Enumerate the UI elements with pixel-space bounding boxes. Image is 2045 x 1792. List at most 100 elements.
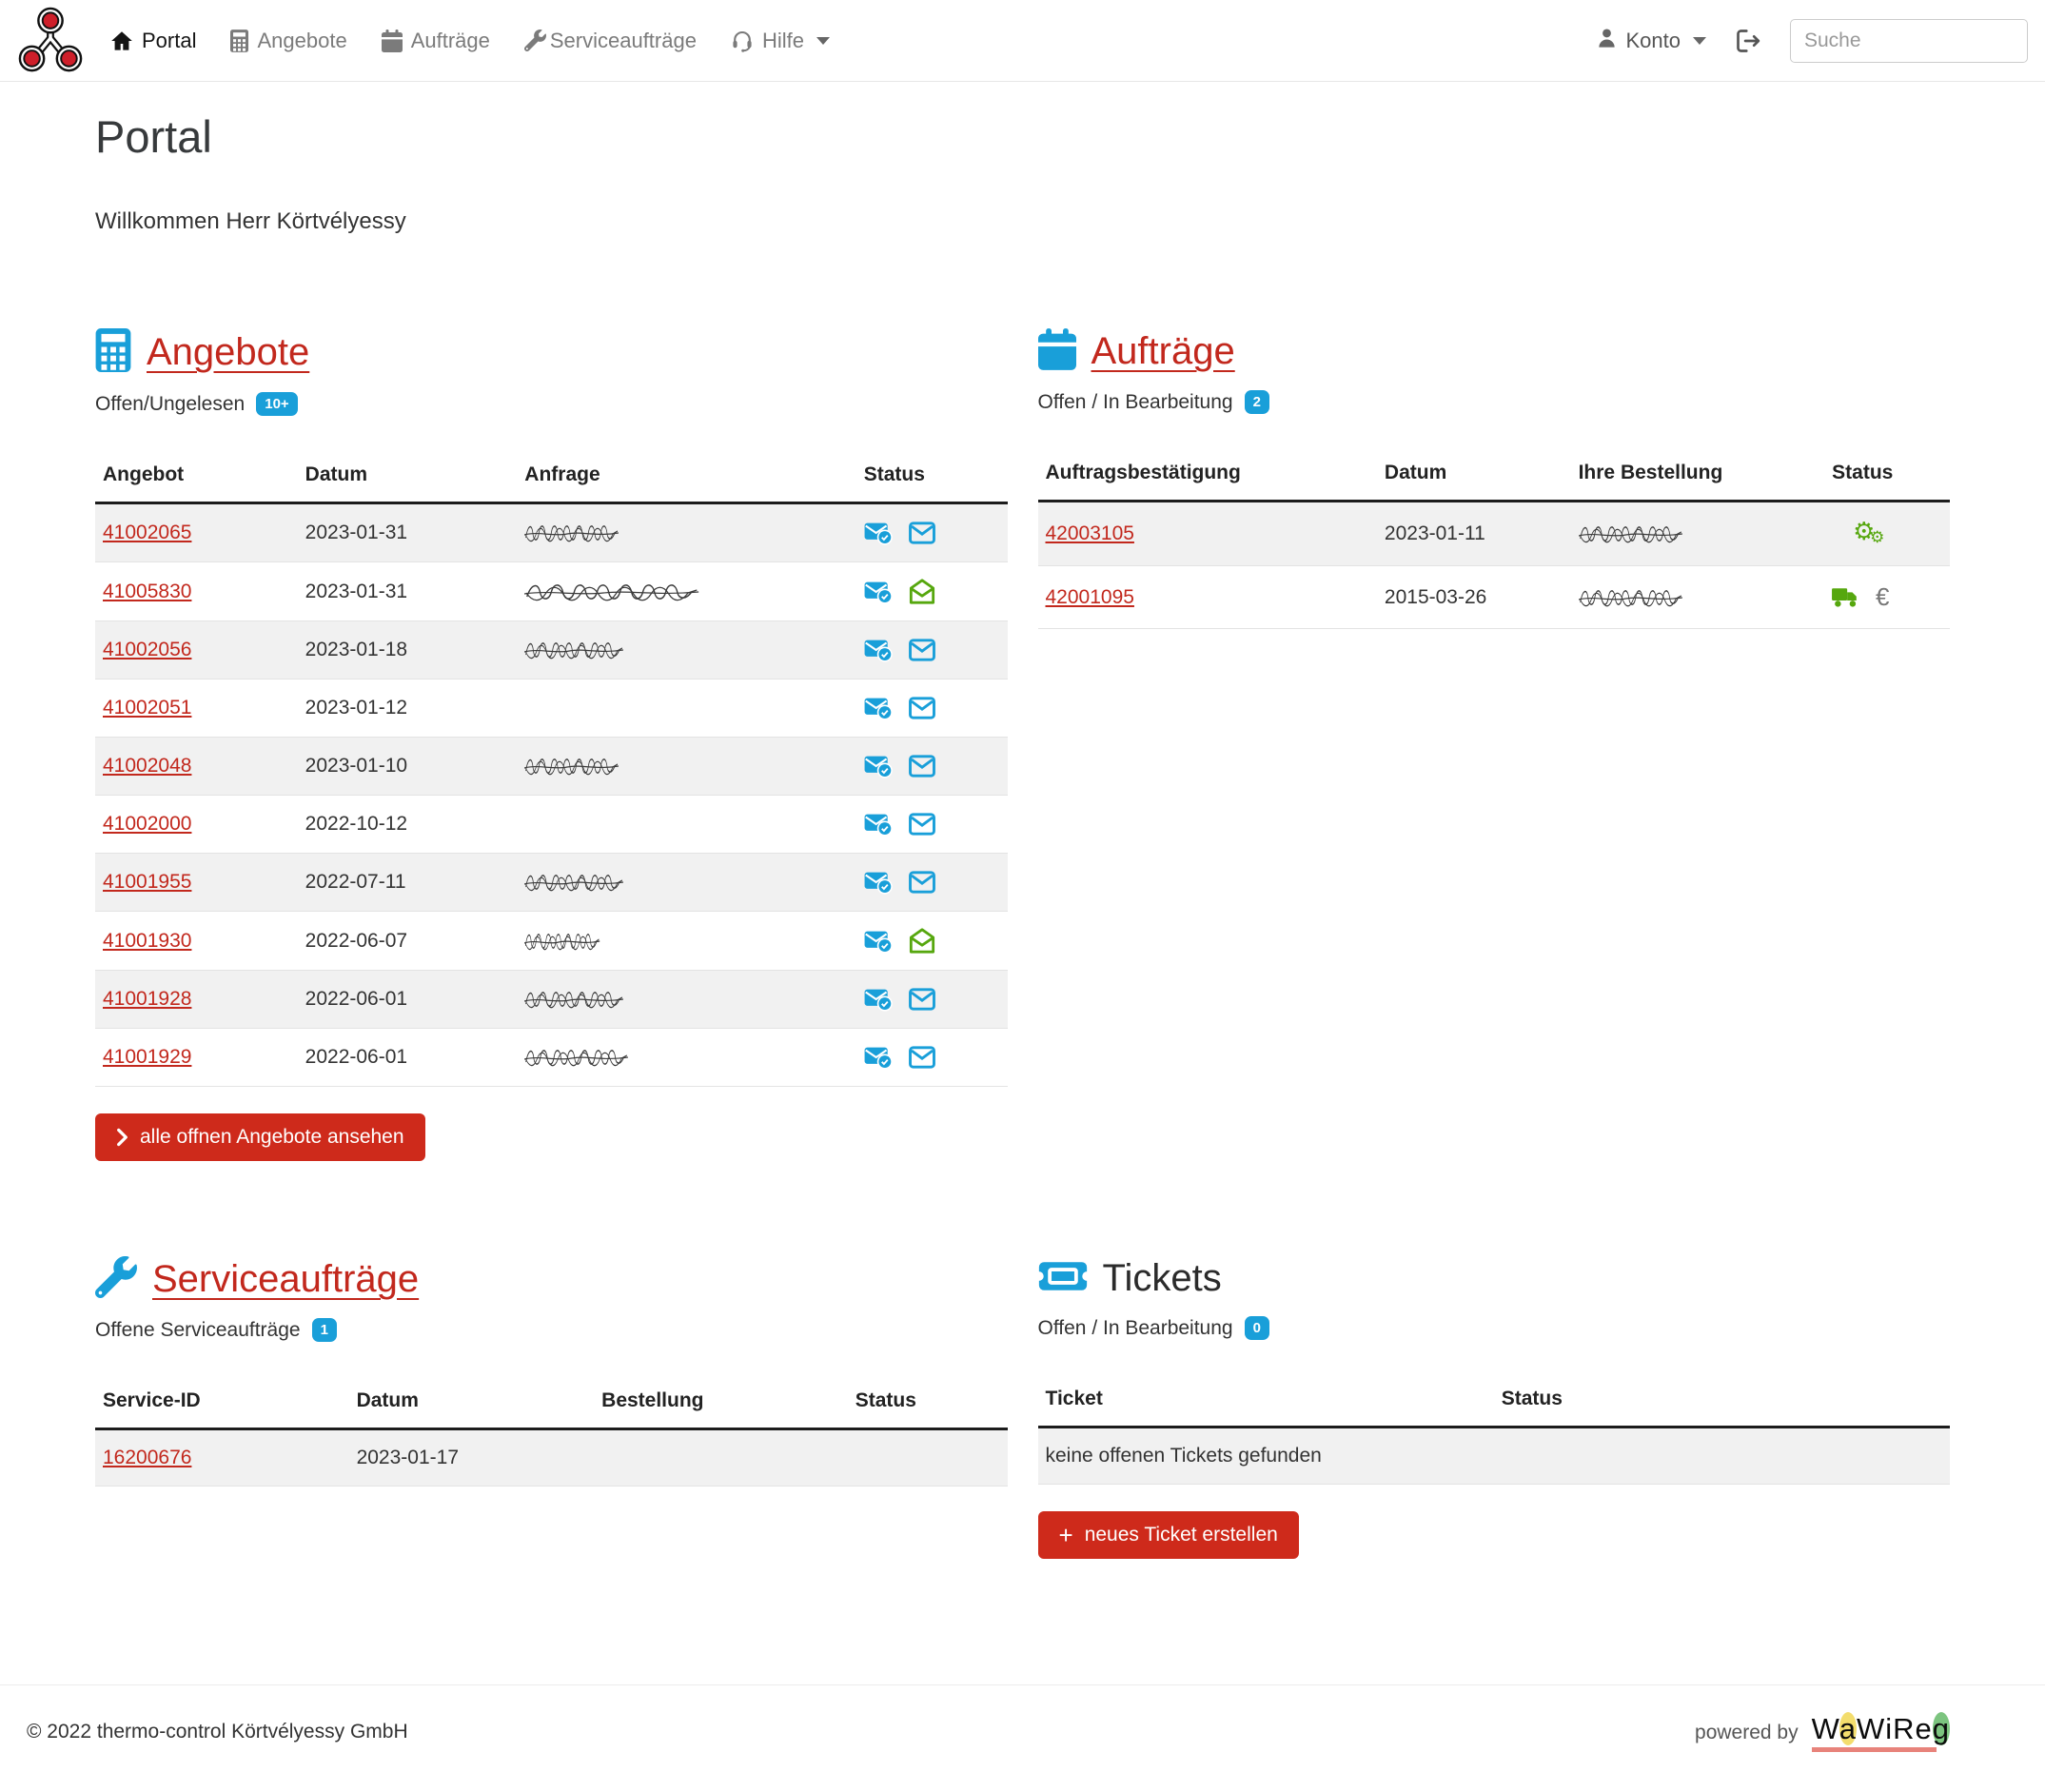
angebote-title-link[interactable]: Angebote (147, 331, 310, 373)
angebot-date: 2022-06-01 (305, 1046, 408, 1068)
table-row: 41002065 2023-01-31 (95, 502, 1008, 562)
company-logo[interactable] (17, 7, 84, 75)
main-content: Portal Willkommen Herr Körtvélyessy Ange… (95, 110, 1950, 1559)
column-header: Angebot (95, 452, 298, 504)
table-row: 41002051 2023-01-12 (95, 679, 1008, 738)
calculator-icon (95, 328, 131, 377)
angebot-link[interactable]: 41002048 (103, 755, 192, 777)
angebot-link[interactable]: 41001928 (103, 988, 192, 1010)
mail-unread-icon (908, 1046, 935, 1069)
nav-item-angebote[interactable]: Angebote (230, 28, 347, 53)
nav-label: Portal (142, 28, 197, 52)
auftrag-link[interactable]: 42003105 (1045, 522, 1134, 544)
welcome-text: Willkommen Herr Körtvélyessy (95, 208, 406, 234)
nav-item-auftraege[interactable]: Aufträge (381, 28, 490, 53)
nav-item-serviceauftraege[interactable]: Serviceaufträge (523, 28, 697, 53)
wrench-icon (523, 30, 546, 51)
ticket-icon-svg (1033, 1262, 1091, 1290)
page-title: Portal (95, 111, 212, 162)
table-row: 41001929 2022-06-01 (95, 1029, 1008, 1087)
mail-sent-check-icon (864, 756, 893, 778)
angebot-link[interactable]: 41002065 (103, 522, 192, 543)
mail-sent-check-icon (864, 522, 893, 545)
mail-sent-check-icon (864, 698, 893, 720)
calendar-icon (381, 29, 403, 52)
auftraege-table: Auftragsbestätigung Datum Ihre Bestellun… (1037, 450, 1950, 629)
ticket-icon (1033, 1256, 1091, 1301)
button-label: neues Ticket erstellen (1084, 1524, 1278, 1546)
angebot-date: 2023-01-31 (305, 580, 408, 602)
mail-unread-icon (908, 988, 935, 1011)
angebot-link[interactable]: 41002000 (103, 813, 192, 835)
table-row: 41002000 2022-10-12 (95, 796, 1008, 854)
wawireg-logo[interactable]: WaWiReg (1811, 1712, 1950, 1752)
angebot-date: 2022-06-01 (305, 988, 408, 1010)
navbar-right: Konto (1596, 18, 2028, 63)
mail-sent-check-icon (864, 872, 893, 895)
column-header: Status (847, 1378, 1008, 1430)
column-header: Bestellung (594, 1378, 848, 1430)
column-header: Datum (297, 452, 518, 504)
column-header: Status (1824, 450, 1950, 502)
angebot-date: 2023-01-18 (305, 639, 408, 660)
dashboard-row-1: Angebote Offen/Ungelesen 10+ Angebot Dat… (95, 328, 1950, 1161)
nav-label: Hilfe (761, 28, 804, 52)
nav-item-hilfe[interactable]: Hilfe (731, 29, 830, 53)
mail-sent-check-icon (864, 814, 893, 837)
euro-icon: € (1876, 582, 1890, 611)
chevron-down-icon (816, 36, 830, 45)
redacted-text (524, 584, 700, 601)
calendar-icon (1037, 328, 1076, 375)
tickets-section: Tickets Offen / In Bearbeitung 0 Ticket … (1033, 1256, 1950, 1559)
angebot-date: 2022-06-07 (305, 929, 408, 952)
redacted-text (524, 992, 624, 1009)
angebot-link[interactable]: 41001955 (103, 871, 192, 893)
mail-sent-check-icon (864, 1047, 893, 1070)
serviceauftraege-title-link[interactable]: Serviceaufträge (152, 1258, 420, 1300)
konto-menu[interactable]: Konto (1596, 27, 1706, 55)
column-header: Ticket (1037, 1376, 1494, 1428)
alle-angebote-button[interactable]: alle offnen Angebote ansehen (95, 1113, 425, 1161)
column-header: Auftragsbestätigung (1037, 450, 1377, 502)
mail-sent-check-icon (864, 931, 893, 954)
angebot-link[interactable]: 41002056 (103, 639, 192, 660)
angebot-link[interactable]: 41001930 (103, 929, 192, 952)
tickets-status-label: Offen / In Bearbeitung (1037, 1316, 1233, 1339)
main-navigation: Portal Angebote Aufträge Serviceaufträge… (110, 29, 830, 53)
angebot-link[interactable]: 41002051 (103, 697, 192, 719)
mail-sent-check-icon (864, 640, 893, 662)
nav-label: Serviceaufträge (549, 28, 697, 52)
button-label: alle offnen Angebote ansehen (140, 1126, 404, 1148)
search-input[interactable] (1790, 18, 2028, 63)
auftraege-status-label: Offen / In Bearbeitung (1037, 390, 1233, 413)
angebot-link[interactable]: 41001929 (103, 1046, 192, 1068)
angebot-link[interactable]: 41005830 (103, 580, 192, 602)
serviceauftraege-table: Service-ID Datum Bestellung Status 16200… (95, 1378, 1008, 1487)
tickets-table: Ticket Status keine offenen Tickets gefu… (1037, 1376, 1950, 1485)
mail-unread-icon (908, 871, 935, 894)
mail-unread-icon (908, 639, 935, 661)
mail-sent-check-icon (864, 989, 893, 1012)
wrench-icon (95, 1255, 137, 1303)
auftrag-link[interactable]: 42001095 (1045, 585, 1134, 608)
nav-item-portal[interactable]: Portal (110, 29, 196, 53)
auftraege-title-link[interactable]: Aufträge (1091, 330, 1235, 372)
serviceauftraege-count-badge: 1 (311, 1318, 337, 1342)
auftraege-count-badge: 2 (1244, 390, 1269, 414)
tickets-empty-message: keine offenen Tickets gefunden (1045, 1445, 1322, 1467)
logout-button[interactable] (1735, 28, 1761, 54)
nav-label: Angebote (257, 28, 347, 52)
neues-ticket-button[interactable]: + neues Ticket erstellen (1037, 1511, 1299, 1559)
nav-label: Aufträge (410, 28, 490, 52)
serviceauftraege-status-label: Offene Serviceaufträge (95, 1318, 301, 1341)
column-header: Service-ID (95, 1378, 349, 1430)
angebot-date: 2023-01-31 (305, 522, 408, 543)
table-row: keine offenen Tickets gefunden (1037, 1427, 1950, 1485)
auftrag-date: 2023-01-11 (1384, 522, 1485, 544)
service-link[interactable]: 16200676 (103, 1447, 192, 1468)
column-header: Ihre Bestellung (1570, 450, 1825, 502)
table-row: 41002048 2023-01-10 (95, 737, 1008, 796)
mail-opened-icon (909, 579, 934, 604)
angebote-count-badge: 10+ (256, 392, 298, 416)
table-row: 41001955 2022-07-11 (95, 853, 1008, 912)
